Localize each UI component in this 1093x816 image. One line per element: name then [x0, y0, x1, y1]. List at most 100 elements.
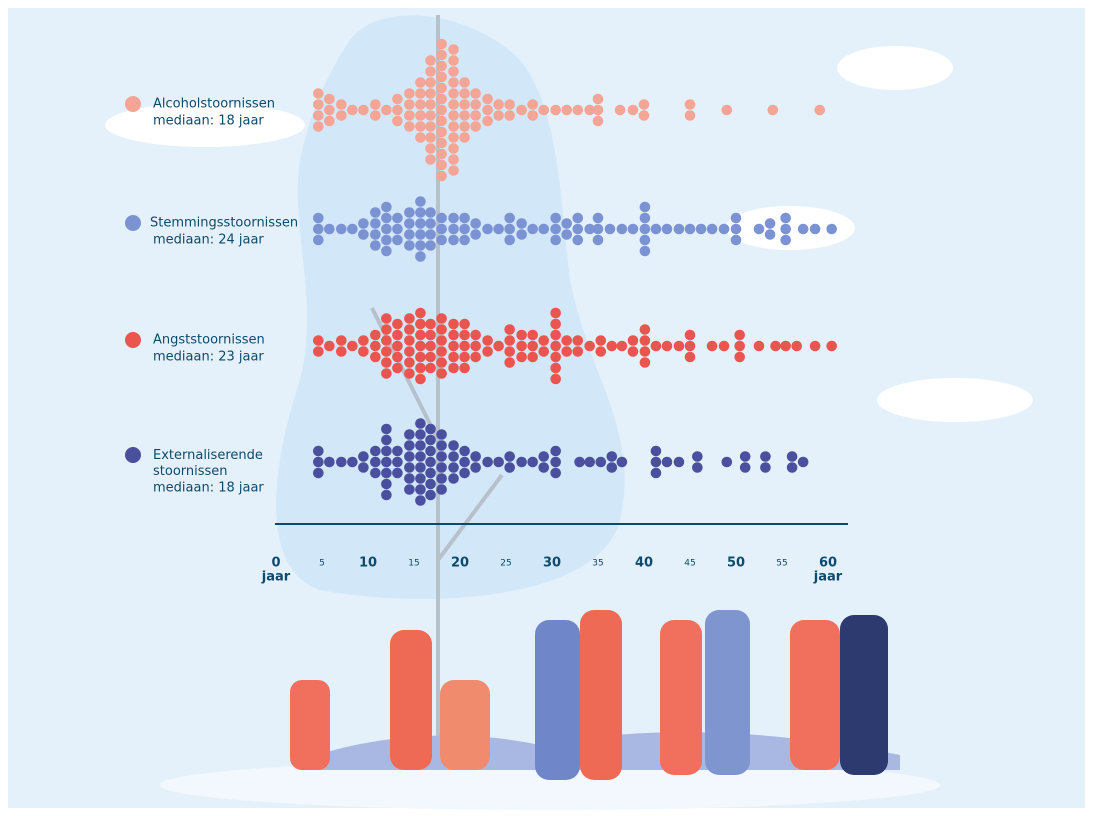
dot	[436, 368, 447, 379]
legend-label: Angststoornissen	[153, 333, 265, 348]
dot	[392, 351, 403, 363]
dot	[459, 234, 470, 246]
dot	[764, 218, 776, 229]
dot	[313, 346, 324, 357]
dot	[650, 340, 662, 352]
dot	[538, 223, 550, 235]
dot	[336, 99, 347, 110]
dot	[459, 456, 470, 468]
dot	[436, 126, 447, 138]
legend-subtitle: mediaan: 23 jaar	[153, 350, 264, 365]
dot	[436, 115, 447, 127]
dot	[814, 104, 826, 116]
dot	[550, 445, 561, 457]
dot	[415, 207, 426, 218]
dot	[538, 346, 550, 357]
dot	[381, 313, 392, 324]
dot	[550, 467, 561, 479]
dot	[459, 467, 470, 479]
x-unit-label: jaar	[261, 570, 291, 585]
dot	[627, 335, 639, 346]
dot	[425, 240, 436, 251]
dot	[324, 223, 335, 235]
dot	[470, 340, 481, 352]
dot	[392, 329, 403, 341]
dot	[760, 451, 771, 462]
dot	[436, 451, 447, 462]
dot	[650, 223, 662, 235]
dot	[780, 223, 791, 235]
dot	[673, 340, 685, 352]
dot	[584, 456, 596, 468]
dot	[313, 456, 324, 468]
dot	[809, 223, 821, 235]
dot	[425, 88, 436, 99]
dot	[538, 462, 550, 473]
person	[840, 615, 888, 775]
dot	[684, 329, 696, 341]
dot	[436, 148, 447, 160]
dot	[482, 223, 493, 235]
legend-marker	[125, 96, 141, 112]
dot	[425, 121, 436, 132]
dot	[425, 478, 436, 490]
dot	[550, 234, 561, 246]
dot	[592, 93, 604, 105]
dot	[313, 121, 324, 132]
dot	[415, 318, 426, 330]
legend-label: Stemmingsstoornissen	[150, 216, 298, 231]
dot	[459, 88, 470, 99]
dot	[404, 451, 415, 462]
dot	[313, 212, 324, 224]
x-tick-label: 55	[776, 559, 787, 569]
dot	[436, 462, 447, 473]
dot	[392, 104, 403, 116]
dot	[370, 229, 381, 240]
dot	[448, 143, 459, 154]
dot	[550, 223, 561, 235]
dot	[392, 318, 403, 330]
dot	[370, 218, 381, 229]
dot	[639, 212, 651, 224]
dot	[584, 340, 596, 352]
dot	[606, 340, 618, 352]
dot	[404, 484, 415, 495]
dot	[470, 229, 481, 240]
cloud	[877, 378, 1033, 422]
dot	[550, 340, 561, 352]
dot	[639, 245, 651, 257]
dot	[595, 335, 607, 346]
dot	[504, 212, 515, 224]
dot	[392, 93, 403, 105]
dot	[448, 154, 459, 165]
dot	[809, 340, 821, 352]
dot	[572, 212, 584, 224]
dot	[436, 429, 447, 440]
dot	[313, 467, 324, 479]
dot	[381, 245, 392, 257]
dot	[592, 212, 604, 224]
dot	[415, 451, 426, 462]
dot	[527, 329, 538, 341]
dot	[313, 99, 324, 110]
dot	[448, 121, 459, 132]
dot	[336, 456, 347, 468]
dot	[415, 440, 426, 451]
dot	[436, 93, 447, 105]
dot	[425, 467, 436, 479]
dot	[436, 357, 447, 368]
dot	[381, 324, 392, 335]
dot	[392, 223, 403, 235]
x-tick-label: 35	[592, 559, 603, 569]
dot	[574, 456, 585, 468]
dot	[627, 223, 639, 235]
dot	[404, 218, 415, 229]
dot	[516, 218, 527, 229]
dot	[392, 212, 403, 224]
dot	[404, 357, 415, 368]
dot	[448, 234, 459, 246]
dot	[415, 340, 426, 352]
dot	[550, 456, 561, 468]
x-tick-label: 60	[819, 556, 837, 571]
dot	[392, 115, 403, 127]
